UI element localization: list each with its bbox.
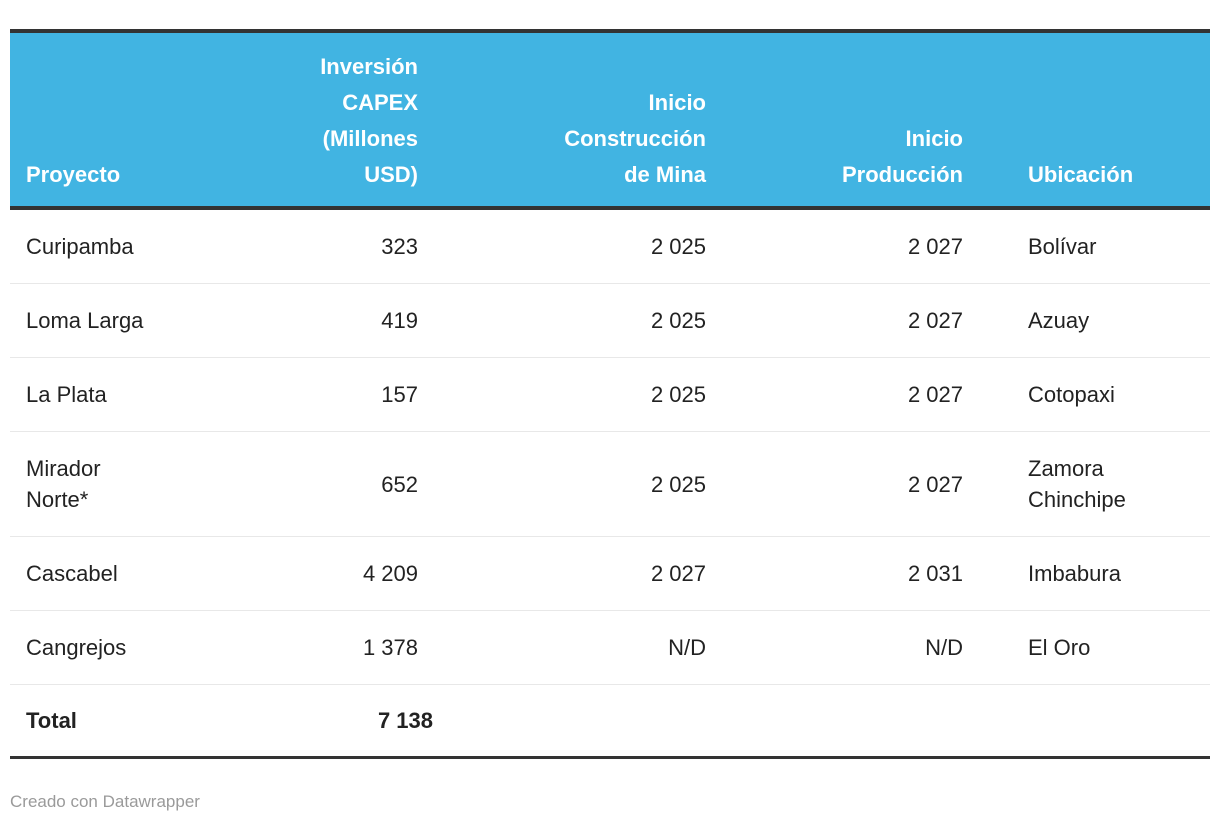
cell-construccion: 2 025: [433, 283, 721, 358]
cell-ubicacion: Imbabura: [1013, 536, 1210, 611]
col-header-inicio-construccion: Inicio Construcción de Mina: [433, 29, 721, 210]
cell-produccion: N/D: [721, 610, 1013, 685]
cell-proyecto: Mirador Norte*: [10, 431, 250, 537]
cell-ubicacion: El Oro: [1013, 610, 1210, 685]
cell-ubicacion: Bolívar: [1013, 208, 1210, 284]
table-row-cangrejos: Cangrejos 1 378 N/D N/D El Oro: [10, 610, 1210, 685]
cell-ubicacion: Cotopaxi: [1013, 357, 1210, 432]
datawrapper-credit-link[interactable]: Creado con Datawrapper: [10, 792, 200, 811]
cell-construccion: N/D: [433, 610, 721, 685]
cell-produccion: 2 027: [721, 357, 1013, 432]
cell-produccion: 2 027: [721, 208, 1013, 284]
cell-produccion: 2 031: [721, 536, 1013, 611]
cell-capex: 1 378: [250, 610, 433, 685]
cell-capex: 419: [250, 283, 433, 358]
cell-capex: 323: [250, 208, 433, 284]
cell-ubicacion: Zamora Chinchipe: [1013, 431, 1210, 537]
cell-produccion: 2 027: [721, 283, 1013, 358]
table-row-curipamba: Curipamba 323 2 025 2 027 Bolívar: [10, 208, 1210, 284]
cell-capex: 157: [250, 357, 433, 432]
capex-table-container: Proyecto Inversión CAPEX (Millones USD) …: [10, 29, 1210, 759]
cell-construccion: 2 025: [433, 208, 721, 284]
col-header-ubicacion: Ubicación: [1013, 29, 1210, 210]
cell-total-capex: 7 138: [250, 684, 433, 759]
cell-construccion: 2 027: [433, 536, 721, 611]
capex-table: Proyecto Inversión CAPEX (Millones USD) …: [10, 29, 1210, 759]
cell-total-label: Total: [10, 684, 250, 759]
table-row-total: Total 7 138: [10, 684, 1210, 759]
col-header-inicio-produccion: Inicio Producción: [721, 29, 1013, 210]
cell-proyecto: Cascabel: [10, 536, 250, 611]
cell-proyecto: Curipamba: [10, 208, 250, 284]
cell-proyecto: Cangrejos: [10, 610, 250, 685]
cell-produccion: 2 027: [721, 431, 1013, 537]
header-row: Proyecto Inversión CAPEX (Millones USD) …: [10, 29, 1210, 210]
col-header-inversion-capex: Inversión CAPEX (Millones USD): [250, 29, 433, 210]
table-row-la-plata: La Plata 157 2 025 2 027 Cotopaxi: [10, 357, 1210, 432]
cell-capex: 652: [250, 431, 433, 537]
col-header-proyecto: Proyecto: [10, 29, 250, 210]
cell-total-produccion: [721, 684, 1013, 759]
cell-proyecto: La Plata: [10, 357, 250, 432]
cell-construccion: 2 025: [433, 357, 721, 432]
table-row-mirador-norte: Mirador Norte* 652 2 025 2 027 Zamora Ch…: [10, 431, 1210, 537]
attribution-footer: Creado con Datawrapper: [10, 791, 1210, 812]
table-row-cascabel: Cascabel 4 209 2 027 2 031 Imbabura: [10, 536, 1210, 611]
table-row-loma-larga: Loma Larga 419 2 025 2 027 Azuay: [10, 283, 1210, 358]
cell-construccion: 2 025: [433, 431, 721, 537]
cell-total-ubicacion: [1013, 684, 1210, 759]
cell-ubicacion: Azuay: [1013, 283, 1210, 358]
cell-proyecto: Loma Larga: [10, 283, 250, 358]
cell-total-construccion: [433, 684, 721, 759]
cell-capex: 4 209: [250, 536, 433, 611]
